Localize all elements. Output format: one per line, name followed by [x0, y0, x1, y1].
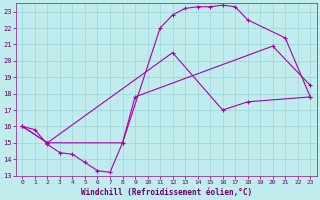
X-axis label: Windchill (Refroidissement éolien,°C): Windchill (Refroidissement éolien,°C): [81, 188, 252, 197]
